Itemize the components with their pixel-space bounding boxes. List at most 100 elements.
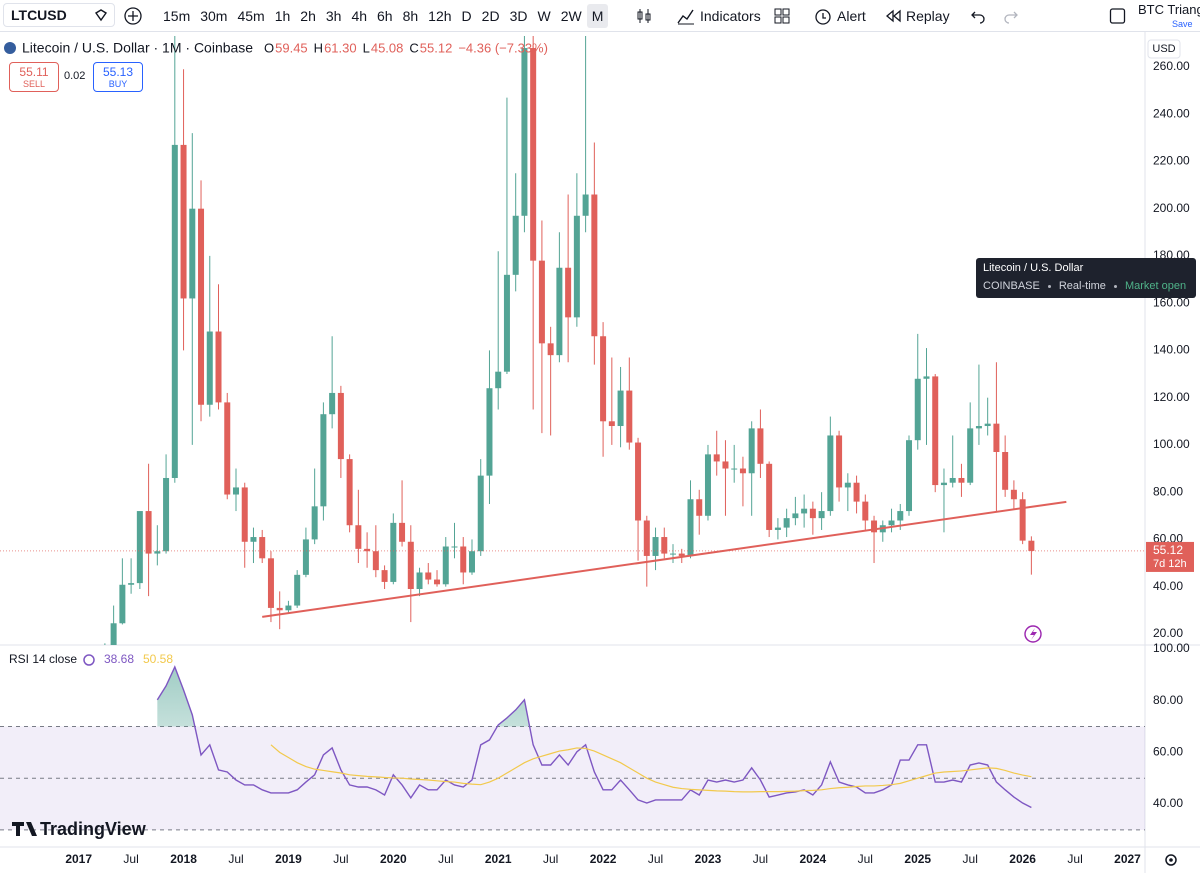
candle-body: [739, 468, 746, 474]
interval-button[interactable]: D: [461, 7, 472, 24]
candle-body: [110, 623, 117, 645]
replay-button[interactable]: Replay: [884, 0, 950, 31]
candle-body: [337, 392, 344, 460]
y-tick-label: 20.00: [1153, 626, 1183, 640]
trend-line: [262, 500, 1067, 618]
currency-label: USD: [1152, 43, 1175, 55]
candle-body: [958, 477, 965, 483]
candle-body: [355, 525, 362, 549]
candle-body: [503, 274, 510, 372]
candle-body: [608, 421, 615, 427]
candle-body: [704, 454, 711, 516]
lightning-icon[interactable]: [1024, 625, 1042, 643]
add-symbol[interactable]: [123, 0, 143, 31]
interval-button[interactable]: 1h: [274, 7, 291, 24]
candle-body: [853, 482, 860, 502]
ohlc-change: −4.36 (−7.33%): [458, 40, 548, 55]
legend-title: Litecoin / U.S. Dollar · 1M · Coinbase: [22, 40, 253, 56]
symbol-icon: [94, 9, 108, 22]
rsi-ma-line: [270, 744, 1032, 793]
candle-body: [792, 513, 799, 519]
interval-button[interactable]: W: [537, 7, 551, 24]
y-tick-label: 60.00: [1153, 745, 1183, 759]
sell-button[interactable]: 55.11 SELL: [9, 62, 59, 92]
interval-button[interactable]: 3h: [325, 7, 342, 24]
x-tick-label: Jul: [543, 852, 558, 866]
candle-body: [573, 215, 580, 318]
x-tick-label: Jul: [438, 852, 453, 866]
tooltip-title: Litecoin / U.S. Dollar: [983, 262, 1084, 274]
interval-button[interactable]: 4h: [351, 7, 368, 24]
rsi-line: [156, 665, 1032, 809]
candle-body: [582, 194, 589, 216]
candle-body: [862, 501, 869, 521]
x-tick-label: 2019: [275, 852, 302, 866]
alert-button[interactable]: Alert: [813, 0, 866, 31]
candle-body: [189, 208, 196, 299]
undo-button[interactable]: [970, 0, 986, 31]
interval-button[interactable]: 2D: [481, 7, 500, 24]
layout-name[interactable]: BTC Triang Save: [1138, 3, 1200, 31]
indicators-button[interactable]: Indicators: [676, 0, 761, 31]
last-price-label: 55.12: [1153, 543, 1183, 557]
spread: 0.02: [64, 70, 86, 82]
interval-button[interactable]: 45m: [237, 7, 265, 24]
interval-button[interactable]: M: [586, 3, 609, 28]
redo-button[interactable]: [1003, 0, 1019, 31]
x-tick-label: 2021: [485, 852, 512, 866]
brand: TradingView: [40, 819, 147, 839]
chart-type-button[interactable]: [636, 0, 652, 31]
layout-checkbox[interactable]: [1109, 0, 1127, 31]
candle-body: [774, 527, 781, 530]
candle-body: [224, 402, 231, 495]
candle-body: [136, 511, 143, 584]
candle-body: [809, 508, 816, 519]
interval-button[interactable]: 15m: [163, 7, 191, 24]
candle-body: [145, 511, 152, 554]
x-tick-label: 2022: [590, 852, 617, 866]
candle-body: [967, 428, 974, 483]
interval-button[interactable]: 30m: [200, 7, 228, 24]
candle-body: [128, 583, 135, 585]
x-tick-label: 2023: [695, 852, 722, 866]
candle-body: [888, 520, 895, 526]
candle-body: [600, 336, 607, 422]
candle-body: [1019, 499, 1026, 541]
layouts-button[interactable]: [773, 0, 791, 31]
candle-body: [984, 423, 991, 427]
x-tick-label: 2025: [904, 852, 931, 866]
candle-body: [442, 546, 449, 585]
candle-body: [399, 522, 406, 542]
y-tick-label: 200.00: [1153, 201, 1190, 215]
candle-body: [180, 144, 187, 299]
currency-box[interactable]: [1147, 39, 1181, 59]
candle-body: [154, 551, 161, 554]
candle-body: [713, 454, 720, 462]
interval-button[interactable]: 2W: [560, 7, 582, 24]
candle-body: [346, 459, 353, 526]
symbol-search[interactable]: LTCUSD: [3, 3, 115, 27]
interval-button[interactable]: 3D: [509, 7, 528, 24]
y-tick-label: 260.00: [1153, 59, 1190, 73]
tooltip: Litecoin / U.S. Dollar: [976, 258, 1196, 298]
save-label: Save: [1172, 19, 1193, 29]
candle-body: [311, 506, 318, 540]
interval-button[interactable]: 2h: [300, 7, 316, 24]
settings-icon[interactable]: [1165, 854, 1177, 866]
ohlc-key: L: [363, 40, 370, 55]
interval-button[interactable]: 12h: [428, 7, 452, 24]
candle-body: [975, 426, 982, 429]
candle-body: [844, 482, 851, 488]
rsi-title: RSI 14 close: [9, 652, 77, 666]
candle-body: [643, 520, 650, 556]
rsi-settings-icon[interactable]: [83, 654, 95, 666]
rsi-pane: [0, 665, 1145, 831]
rsi-ma-value: 50.58: [143, 652, 173, 666]
ohlc-value: 59.45: [275, 40, 308, 55]
buy-button[interactable]: 55.13 BUY: [93, 62, 143, 92]
candle-body: [687, 499, 694, 556]
interval-button[interactable]: 6h: [377, 7, 393, 24]
interval-button[interactable]: 8h: [402, 7, 419, 24]
candle-body: [521, 48, 528, 216]
